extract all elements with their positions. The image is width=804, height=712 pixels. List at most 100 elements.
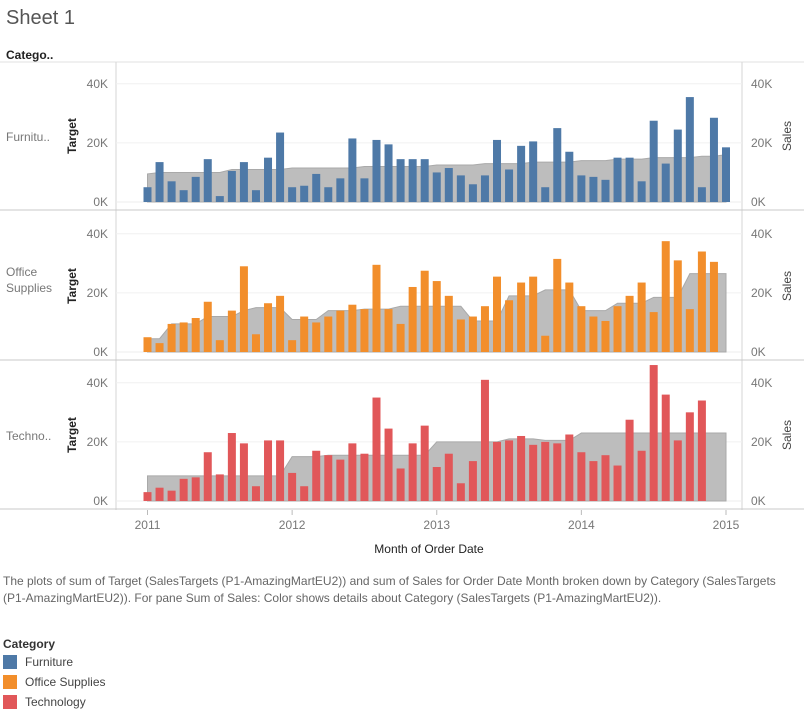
sales-bar: [288, 472, 297, 501]
y-tick-label-left: 0K: [93, 494, 108, 508]
sales-bar: [577, 452, 586, 501]
sales-bar: [336, 459, 345, 501]
sales-bar: [601, 179, 610, 202]
y-axis-title-right: Sales: [780, 121, 794, 151]
sales-bar: [541, 441, 550, 501]
sales-bar: [384, 144, 393, 202]
sales-bar: [179, 478, 188, 501]
sales-bar: [444, 168, 453, 202]
y-tick-label-right: 0K: [751, 494, 766, 508]
sales-bar: [456, 175, 465, 202]
sales-bar: [143, 492, 152, 501]
sales-bar: [722, 147, 730, 202]
sales-bar: [215, 474, 224, 501]
sales-bar: [288, 187, 297, 202]
y-axis-title-left: Target: [65, 118, 79, 154]
sales-bar: [553, 443, 562, 501]
x-tick-label: 2015: [713, 518, 740, 532]
sales-bar: [577, 175, 586, 202]
y-tick-label-right: 40K: [751, 227, 772, 241]
sales-bar: [312, 322, 321, 352]
y-tick-label-left: 20K: [87, 136, 108, 150]
sales-bar: [215, 340, 224, 352]
sales-bar: [312, 173, 321, 202]
sales-bar: [589, 176, 598, 202]
sales-bar: [505, 440, 514, 501]
y-tick-label-right: 20K: [751, 136, 772, 150]
legend-item-office-supplies[interactable]: Office Supplies: [3, 674, 106, 690]
chart-area: 0K 0K 20K 20K 40K 40K Target Sales Furnitu.. 0K 0K…: [0, 61, 804, 556]
legend-item-technology[interactable]: Technology: [3, 694, 86, 710]
sales-bar: [288, 340, 297, 352]
sales-bar: [505, 300, 514, 352]
sales-bar: [384, 428, 393, 501]
sales-bar: [239, 162, 248, 202]
sales-bar: [613, 306, 622, 352]
sales-bar: [420, 159, 429, 202]
sales-bar: [589, 461, 598, 501]
sales-bar: [155, 162, 164, 202]
sales-bar: [468, 184, 477, 202]
y-tick-label-left: 40K: [87, 77, 108, 91]
sales-bar: [300, 486, 309, 501]
sales-bar: [191, 176, 200, 202]
sales-bar: [251, 486, 260, 501]
sales-bar: [372, 397, 381, 501]
x-tick-label: 2011: [135, 518, 161, 532]
legend-item-furniture[interactable]: Furniture: [3, 654, 73, 670]
sales-bar: [649, 312, 658, 352]
sales-bar: [517, 435, 526, 501]
sales-bar: [312, 450, 321, 501]
category-column-header[interactable]: Catego..: [6, 48, 54, 62]
row-label: Office: [6, 265, 37, 279]
sales-bar: [179, 190, 188, 202]
sales-bar: [709, 261, 718, 352]
sales-bar: [493, 139, 502, 202]
sales-bar: [324, 316, 333, 352]
sales-bar: [264, 157, 273, 202]
sales-bar: [408, 286, 417, 352]
sales-bar: [541, 335, 550, 352]
y-tick-label-right: 0K: [751, 345, 766, 359]
y-tick-label-left: 40K: [87, 376, 108, 390]
sales-bar: [372, 139, 381, 202]
sales-bar: [227, 433, 236, 501]
sales-bar: [276, 295, 285, 352]
legend-label: Furniture: [25, 655, 74, 669]
y-axis-title-left: Target: [65, 417, 79, 453]
y-axis-title-right: Sales: [780, 271, 794, 301]
sales-bar: [155, 487, 164, 501]
sales-bar: [143, 337, 152, 352]
legend-swatch-furniture: [3, 655, 17, 669]
sales-bar: [625, 157, 634, 202]
sales-bar: [673, 440, 682, 501]
y-tick-label-right: 20K: [751, 286, 772, 300]
y-tick-label-left: 0K: [93, 345, 108, 359]
sales-bar: [529, 141, 538, 202]
sales-bar: [239, 443, 248, 501]
x-tick-label: 2014: [568, 518, 595, 532]
sales-bar: [529, 444, 538, 501]
sales-bar: [372, 264, 381, 352]
sales-bar: [300, 185, 309, 202]
sales-bar: [276, 132, 285, 202]
sales-bar: [505, 169, 514, 202]
chart-caption: The plots of sum of Target (SalesTargets…: [3, 574, 776, 605]
sales-bar: [661, 241, 670, 352]
sales-bar: [264, 440, 273, 501]
sales-bar: [661, 394, 670, 501]
sales-bar: [625, 295, 634, 352]
sales-bar: [697, 251, 706, 352]
row-label: Supplies: [6, 281, 52, 295]
sales-bar: [673, 129, 682, 202]
sales-bar: [637, 450, 646, 501]
legend-title: Category: [3, 637, 56, 651]
sales-bar: [661, 163, 670, 202]
sales-bar: [408, 159, 417, 202]
sales-bar: [396, 159, 405, 202]
sales-bar: [565, 434, 574, 501]
sales-bar: [697, 187, 706, 202]
sales-bar: [456, 483, 465, 501]
y-tick-label-left: 40K: [87, 227, 108, 241]
sales-bar: [517, 145, 526, 202]
